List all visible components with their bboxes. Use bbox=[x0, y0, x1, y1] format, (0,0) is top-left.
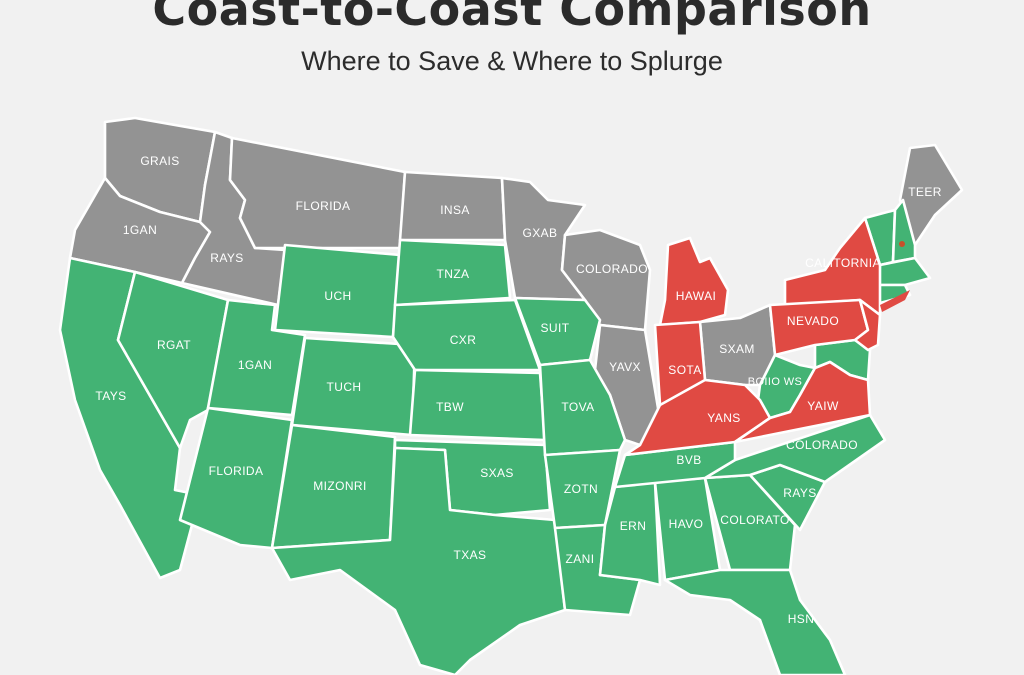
state-ia[interactable] bbox=[513, 296, 602, 367]
map-subtitle: Where to Save & Where to Splurge bbox=[301, 46, 723, 76]
state-fl[interactable] bbox=[663, 568, 847, 675]
label-fl: HSN bbox=[788, 612, 815, 626]
state-labels: GRAIS 1GAN RAYS FLORIDA INSA GXAB COLORA… bbox=[95, 154, 941, 626]
label-nv: RGAT bbox=[157, 338, 191, 352]
label-mo: TOVA bbox=[561, 400, 594, 414]
label-il: YAVX bbox=[609, 360, 641, 374]
splurge-states bbox=[623, 216, 910, 457]
label-wv: BOIIO WS bbox=[748, 376, 803, 388]
neutral-states bbox=[68, 116, 964, 447]
label-ga: COLORATO bbox=[720, 513, 789, 527]
label-tn: BVB bbox=[676, 453, 701, 467]
label-ut: 1GAN bbox=[238, 358, 272, 372]
map-title: Coast-to-Coast Comparison bbox=[152, 0, 872, 36]
label-pa: NEVADO bbox=[787, 314, 839, 328]
label-or: 1GAN bbox=[123, 223, 157, 237]
label-ia: SUIT bbox=[541, 321, 570, 335]
label-la: ZANI bbox=[566, 552, 595, 566]
label-ar: ZOTN bbox=[564, 482, 598, 496]
state-va[interactable] bbox=[733, 360, 872, 444]
label-nm: MIZONRI bbox=[313, 479, 366, 493]
state-nj[interactable] bbox=[853, 298, 882, 352]
label-nd: INSA bbox=[440, 203, 470, 217]
label-mt: FLORIDA bbox=[296, 199, 351, 213]
state-nc[interactable] bbox=[703, 413, 887, 484]
label-co: TUCH bbox=[327, 380, 362, 394]
long-island bbox=[880, 290, 910, 312]
label-ms: ERN bbox=[620, 519, 647, 533]
state-sd[interactable] bbox=[393, 238, 512, 307]
label-mi: HAWAI bbox=[676, 289, 716, 303]
label-sd: TNZA bbox=[437, 267, 470, 281]
state-tx[interactable] bbox=[270, 446, 567, 675]
label-al: HAVO bbox=[669, 517, 704, 531]
label-me: TEER bbox=[908, 185, 942, 199]
save-states bbox=[58, 198, 932, 675]
state-ne[interactable] bbox=[391, 298, 542, 372]
label-in: SOTA bbox=[668, 363, 701, 377]
label-oh: SXAM bbox=[719, 342, 755, 356]
label-id: RAYS bbox=[210, 251, 243, 265]
state-nh[interactable] bbox=[891, 198, 917, 264]
state-mi[interactable] bbox=[658, 236, 730, 327]
label-ks: TBW bbox=[436, 400, 464, 414]
label-ca: TAYS bbox=[95, 389, 126, 403]
label-wa: GRAIS bbox=[140, 154, 179, 168]
label-va: YAIW bbox=[807, 399, 839, 413]
label-az: FLORIDA bbox=[209, 464, 264, 478]
label-nc: COLORADO bbox=[786, 438, 858, 452]
label-wi: COLORADO bbox=[576, 262, 648, 276]
label-ky: YANS bbox=[707, 411, 740, 425]
state-mt[interactable] bbox=[228, 136, 407, 250]
state-me[interactable] bbox=[898, 143, 964, 247]
label-sc: RAYS bbox=[783, 486, 816, 500]
capital-marker bbox=[899, 241, 905, 247]
label-mn: GXAB bbox=[523, 226, 558, 240]
label-tx: TXAS bbox=[454, 548, 487, 562]
label-ny: CALITORNIA bbox=[805, 256, 881, 270]
label-wy: UCH bbox=[324, 289, 351, 303]
label-ne: CXR bbox=[450, 333, 477, 347]
label-ok: SXAS bbox=[480, 466, 514, 480]
state-ks[interactable] bbox=[408, 368, 547, 442]
